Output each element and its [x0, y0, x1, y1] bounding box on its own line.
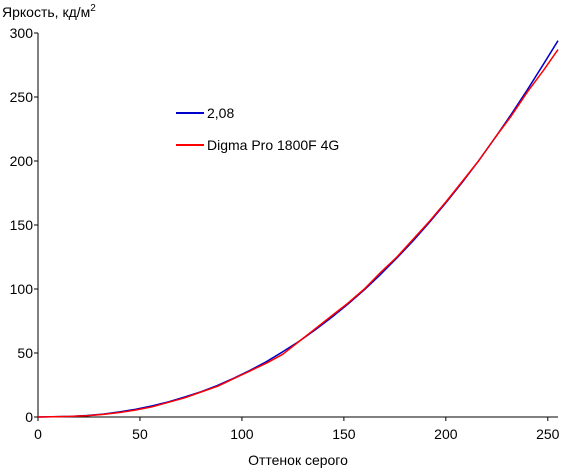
x-tick-label: 0: [34, 426, 42, 442]
legend-label-2: Digma Pro 1800F 4G: [207, 137, 339, 153]
series-line-2: [37, 49, 559, 418]
x-tick-label: 50: [132, 426, 148, 442]
y-axis-title-superscript: 2: [90, 3, 96, 14]
y-tick-label: 300: [10, 25, 34, 41]
y-tick-label: 0: [25, 409, 33, 425]
y-tick-label: 200: [10, 153, 34, 169]
x-axis-title: Оттенок серого: [248, 452, 348, 468]
y-tick-label: 250: [10, 89, 34, 105]
y-axis-title: Яркость, кд/м2: [2, 3, 96, 20]
legend-label-1: 2,08: [207, 105, 234, 121]
x-tick-label: 100: [230, 426, 254, 442]
plot-area: 0 50 100 150 200 250 300 0 50 100 150 200 250 2,08 Dig…: [10, 25, 560, 442]
series-line-1: [37, 40, 559, 418]
y-tick-label: 150: [10, 217, 34, 233]
y-tick-label: 100: [10, 281, 34, 297]
x-tick-label: 250: [536, 426, 560, 442]
x-tick-label: 200: [434, 426, 458, 442]
y-tick-label: 50: [17, 345, 33, 361]
y-axis-title-main: Яркость, кд/м: [2, 4, 90, 20]
x-tick-label: 150: [332, 426, 356, 442]
